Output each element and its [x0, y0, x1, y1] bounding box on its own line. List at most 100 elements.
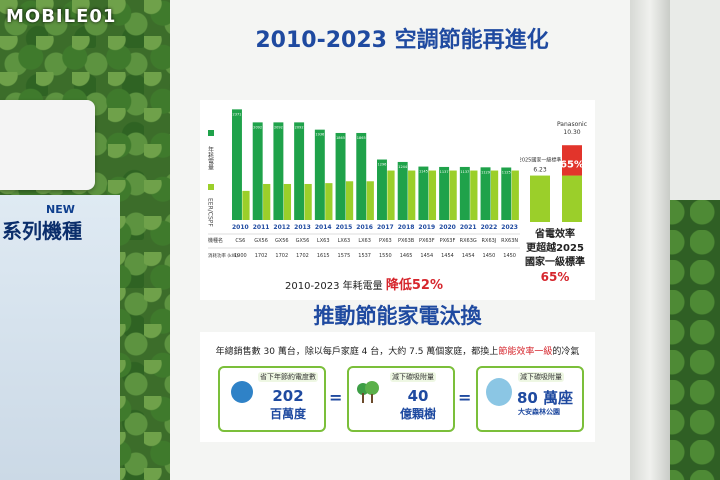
year-tick-label: 2013 [294, 224, 311, 231]
model-label: GX56 [275, 238, 289, 244]
card-electricity-label: 省下年節約電度數 [258, 372, 318, 382]
bar-consumption [480, 167, 491, 220]
year-tick-label: 2020 [439, 224, 456, 231]
power-label: 1702 [275, 253, 288, 259]
legend-swatch-eer [208, 184, 214, 190]
legend-swatch-consumption [208, 130, 214, 136]
power-label: 1454 [441, 253, 454, 259]
bar-eer [325, 183, 333, 220]
card-park-note: 大安森林公園 [518, 408, 560, 416]
bar-eer [511, 170, 519, 220]
model-label: PX63B [398, 238, 415, 244]
model-label: PX63F [440, 238, 456, 244]
bar-eer [366, 181, 374, 220]
year-tick-label: 2018 [398, 224, 415, 231]
card-trees-label: 減下碳吸附量 [390, 372, 436, 382]
model-label: RX63G [460, 238, 477, 244]
bar-value-label: 1296 [378, 163, 387, 167]
plug-icon [231, 381, 253, 403]
board-pillar [630, 0, 670, 480]
reduction-highlight: 降低52% [385, 278, 443, 293]
year-tick-label: 2022 [481, 224, 498, 231]
bar-consumption [418, 166, 429, 220]
year-tick-label: 2017 [377, 224, 394, 231]
bar-consumption [356, 132, 367, 220]
bar-value-label: 1137 [440, 170, 449, 174]
bar-consumption [501, 167, 512, 220]
year-tick-label: 2021 [460, 224, 477, 231]
model-label: CS6 [235, 238, 245, 244]
power-label: 1454 [462, 253, 475, 259]
caption-line-1: 省電效率 [535, 229, 575, 240]
model-label: RX63J [482, 238, 497, 244]
model-label: PX63F [419, 238, 435, 244]
row-label-power: 消耗功率 (kW) [208, 252, 238, 259]
bar-eer [304, 183, 312, 220]
model-label: LX63 [317, 238, 330, 244]
main-title: 2010-2023 空調節能再進化 [255, 28, 549, 53]
power-label: 1575 [338, 253, 351, 259]
caption-line-2: 更超越2025 [526, 243, 584, 254]
bar-eer [490, 170, 499, 220]
bar-value-label: 1129 [481, 170, 490, 174]
description-tail: 的冷氣 [552, 347, 580, 357]
power-label: 1537 [358, 253, 371, 259]
bar-consumption [377, 159, 387, 220]
year-tick-label: 2023 [501, 224, 518, 231]
air-conditioner-unit [0, 100, 95, 190]
park-icon [486, 378, 512, 406]
power-label: 1550 [379, 253, 392, 259]
sales-description: 年總銷售數 30 萬台，除以每戶家庭 4 台，大約 7.5 萬個家庭，都換上節能… [205, 344, 590, 357]
bar-eer [283, 183, 292, 220]
bar-consumption [439, 166, 450, 220]
reduction-label: 2010-2023 年耗電量 [285, 281, 383, 292]
tree-icon [357, 381, 379, 403]
year-tick-label: 2014 [315, 224, 332, 231]
power-label: 1702 [255, 253, 268, 259]
bar-consumption [459, 166, 470, 220]
panasonic-label: Panasonic [557, 121, 587, 128]
model-label: GX56 [254, 238, 268, 244]
description-highlight: 節能效率一級 [498, 347, 553, 357]
legend-label-consumption: 年耗電量 [207, 145, 214, 171]
bar-eer [428, 170, 437, 220]
bar-eer [408, 170, 416, 220]
bar-value-label: 2092 [274, 125, 283, 129]
bar-eer [345, 181, 354, 220]
bar-consumption [252, 122, 263, 220]
row-label-model: 機種名 [208, 237, 223, 244]
bar-consumption [335, 132, 346, 220]
bar-value-label: 1865 [336, 136, 345, 140]
bar-consumption [294, 122, 305, 220]
power-label: 1615 [317, 253, 330, 259]
bar-eer [470, 170, 478, 220]
bar-panasonic-base [562, 175, 582, 222]
bar-eer [449, 170, 457, 220]
bar-panasonic-extra [562, 145, 582, 176]
card-park-value: 80 萬座 [516, 389, 574, 407]
product-panel [0, 195, 120, 480]
standard-label: 2025國家一級標準 [520, 157, 561, 164]
sub-title: 推動節能家電汰換 [313, 304, 482, 328]
bar-eer [263, 183, 271, 220]
year-tick-label: 2011 [253, 224, 270, 231]
year-tick-label: 2012 [273, 224, 290, 231]
legend-label-eer: EER/CSPF [207, 198, 214, 227]
model-label: RX63N [501, 238, 518, 244]
panasonic-value: 10.30 [563, 129, 580, 136]
caption-line-3: 國家一級標準 [525, 257, 585, 268]
model-label: LX63 [338, 238, 351, 244]
reduction-text: 2010-2023 年耗電量 降低52% [285, 274, 443, 293]
power-label: 1450 [483, 253, 496, 259]
equals-sign: = [329, 388, 343, 407]
bar-consumption [314, 129, 325, 220]
bar-eer [242, 190, 250, 220]
card-trees-value: 40 [407, 387, 429, 405]
bar-value-label: 2371 [233, 112, 242, 116]
percent-label: 65% [560, 160, 584, 171]
bar-eer [387, 170, 395, 220]
product-series-title: 系列機種 [2, 219, 82, 243]
power-label: 1900 [234, 253, 247, 259]
bar-consumption [397, 161, 408, 220]
bar-value-label: 1125 [502, 171, 511, 175]
